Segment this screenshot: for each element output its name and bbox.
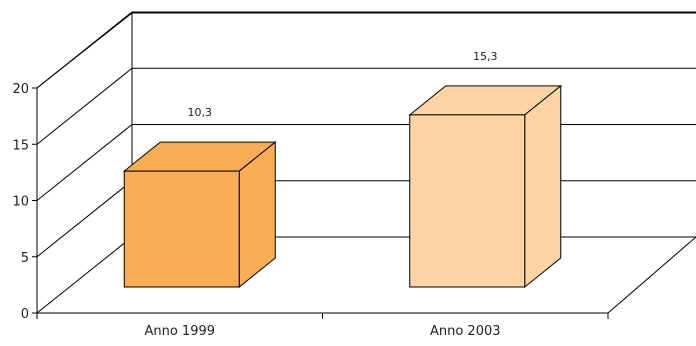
gridline-side [36, 180, 133, 258]
y-tick-label: 5 [21, 251, 29, 266]
y-tick-label: 20 [12, 82, 29, 97]
gridline-side [36, 67, 133, 145]
data-label: 15,3 [473, 50, 498, 63]
bar [408, 84, 563, 289]
gridline-side [36, 124, 133, 201]
x-category-label: Anno 1999 [144, 324, 215, 339]
data-label: 10,3 [188, 106, 213, 119]
gridline-side [36, 11, 133, 89]
bar-front [123, 170, 240, 288]
floor-left-edge [36, 236, 133, 314]
x-axis-labels: Anno 1999 Anno 2003 [144, 324, 500, 339]
y-tick-label: 15 [12, 138, 29, 153]
data-labels: 10,3 15,3 [188, 50, 498, 119]
bar [122, 141, 277, 289]
bar-front [409, 114, 526, 288]
y-axis-ticks: 0 5 10 15 20 [12, 82, 37, 322]
floor-right-edge [607, 236, 696, 314]
bars [122, 84, 563, 289]
bar-side [524, 84, 562, 289]
x-category-label: Anno 2003 [430, 324, 501, 339]
y-tick-label: 10 [12, 195, 29, 210]
y-tick-label: 0 [21, 307, 29, 322]
